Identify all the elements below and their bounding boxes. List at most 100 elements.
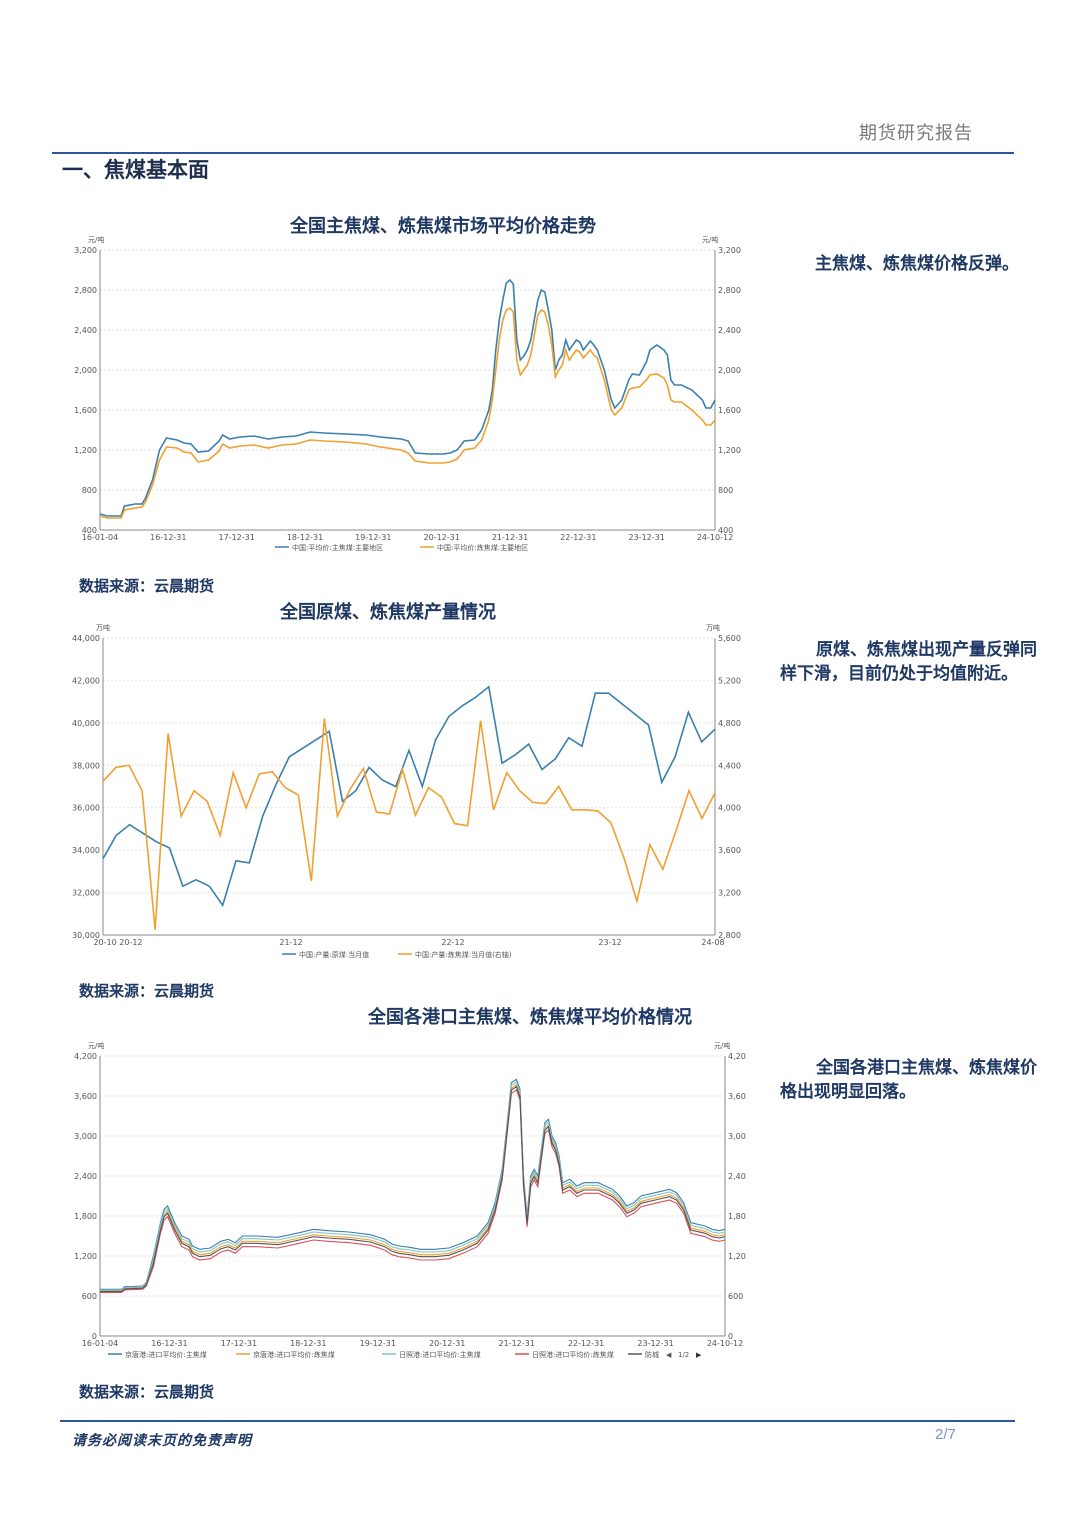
legend-label: 日照港:进口平均价:炼焦煤 [532, 1350, 614, 1359]
y-unit-left: 元/吨 [88, 235, 104, 244]
y-tick-right: 1,600 [718, 406, 741, 415]
y-tick-left: 1,800 [74, 1212, 97, 1221]
y-tick-right: 3,200 [718, 889, 741, 898]
legend-label: 中国:产量:炼焦煤:当月值(右轴) [415, 950, 512, 959]
y-tick-left: 40,000 [72, 719, 100, 728]
legend-next-arrow: ▶ [696, 1351, 702, 1359]
y-tick-right: 5,200 [718, 676, 741, 685]
chart1-title: 全国主焦煤、炼焦煤市场平均价格走势 [290, 216, 596, 237]
x-tick-label: 16-01-04 [82, 1339, 118, 1348]
y-tick-right: 3,200 [718, 246, 741, 255]
x-tick-label: 16-01-04 [82, 533, 118, 542]
y-unit-right: 万吨 [706, 623, 720, 632]
legend-page: 1/2 [678, 1351, 689, 1359]
x-tick-label: 20-10 20-12 [93, 938, 142, 947]
x-tick-label: 16-12-31 [151, 1339, 187, 1348]
series-line-4 [100, 1089, 726, 1294]
legend-label: 日照港:进口平均价:主焦煤 [399, 1350, 481, 1359]
x-tick-label: 24-10-12 [697, 533, 733, 542]
chart3-note: 全国各港口主焦煤、炼焦煤价格出现明显回落。 [780, 1058, 1037, 1102]
x-tick-label: 24-10-12 [707, 1339, 743, 1348]
x-tick-label: 22-12-31 [560, 533, 596, 542]
y-tick-right: 3,600 [718, 846, 741, 855]
chart2-note: 原煤、炼焦煤出现产量反弹同样下滑，目前仍处于均值附近。 [780, 640, 1037, 684]
legend-label: 中国:产量:原煤:当月值 [299, 950, 369, 959]
x-tick-label: 19-12-31 [360, 1339, 396, 1348]
y-tick-left: 2,400 [74, 1172, 97, 1181]
y-tick-left: 42,000 [72, 676, 100, 685]
y-tick-left: 1,200 [74, 1252, 97, 1261]
x-tick-label: 21-12 [279, 938, 302, 947]
y-tick-right: 1,200 [718, 446, 741, 455]
y-unit-right: 元/吨 [714, 1041, 730, 1050]
series-line-1 [99, 278, 716, 517]
y-unit-left: 元/吨 [88, 1041, 104, 1050]
x-tick-label: 17-12-31 [221, 1339, 257, 1348]
x-tick-label: 24-08 [701, 938, 724, 947]
x-tick-label: 17-12-31 [219, 533, 255, 542]
y-tick-left: 3,600 [74, 1092, 97, 1101]
x-tick-label: 22-12 [441, 938, 464, 947]
y-tick-right: 600 [728, 1292, 743, 1301]
y-tick-right: 800 [718, 486, 733, 495]
x-tick-label: 23-12 [598, 938, 621, 947]
section-title: 一、焦煤基本面 [62, 157, 209, 182]
x-tick-label: 18-12-31 [290, 1339, 326, 1348]
x-tick-label: 22-12-31 [568, 1339, 604, 1348]
y-tick-left: 38,000 [72, 761, 100, 770]
x-tick-label: 23-12-31 [637, 1339, 673, 1348]
y-tick-left: 3,200 [74, 246, 97, 255]
legend-label: 中国:平均价:主焦煤:主要地区 [292, 543, 383, 552]
y-tick-left: 1,600 [74, 406, 97, 415]
series-line-1 [100, 1078, 726, 1290]
series-line-2 [100, 1083, 726, 1292]
chart2-title: 全国原煤、炼焦煤产量情况 [280, 602, 496, 623]
chart3-title: 全国各港口主焦煤、炼焦煤平均价格情况 [368, 1007, 692, 1028]
legend-prev-arrow: ◀ [666, 1351, 672, 1359]
y-unit-left: 万吨 [96, 623, 110, 632]
series-line-3 [100, 1081, 726, 1291]
y-tick-right: 2,800 [718, 931, 741, 940]
y-tick-right: 4,800 [718, 719, 741, 728]
y-tick-left: 2,000 [74, 366, 97, 375]
y-tick-right: 4,400 [718, 761, 741, 770]
report-type-label: 期货研究报告 [859, 123, 973, 144]
chart1-price-trend: 元/吨 元/吨3,2002,8002,4002,0001,6001,2008004… [74, 235, 741, 552]
chart3-port-prices: 元/吨 元/吨4,2003,6003,0002,4001,8001,2006000… [74, 1041, 746, 1359]
footer-disclaimer: 请务必阅读末页的免责声明 [72, 1433, 252, 1449]
x-tick-label: 21-12-31 [499, 1339, 535, 1348]
y-unit-right: 元/吨 [702, 235, 718, 244]
chart1-source: 数据来源：云晨期货 [79, 577, 215, 595]
y-tick-right: 1,80 [728, 1212, 746, 1221]
chart1-note: 主焦煤、炼焦煤价格反弹。 [815, 254, 1019, 274]
x-tick-label: 20-12-31 [424, 533, 460, 542]
legend-label: 京唐港:进口平均价:主焦煤 [125, 1350, 207, 1359]
y-tick-left: 600 [82, 1292, 97, 1301]
y-tick-right: 4,000 [718, 804, 741, 813]
legend-label: 中国:平均价:炼焦煤:主要地区 [437, 543, 528, 552]
x-tick-label: 19-12-31 [355, 533, 391, 542]
y-tick-left: 800 [82, 486, 97, 495]
y-tick-left: 2,400 [74, 326, 97, 335]
y-tick-left: 30,000 [72, 931, 100, 940]
header-divider [52, 152, 1014, 154]
y-tick-right: 3,00 [728, 1132, 746, 1141]
y-tick-right: 400 [718, 526, 733, 535]
y-tick-right: 5,600 [718, 634, 741, 643]
y-tick-right: 0 [728, 1332, 733, 1341]
series-line-2 [102, 718, 716, 930]
page-number: 2/7 [935, 1426, 956, 1443]
y-tick-left: 32,000 [72, 889, 100, 898]
y-tick-right: 2,400 [718, 326, 741, 335]
y-tick-right: 2,40 [728, 1172, 746, 1181]
x-tick-label: 20-12-31 [429, 1339, 465, 1348]
chart2-production: 万吨 万吨 44,000 42,000 40,000 38,000 36,000 34,000… [72, 623, 741, 959]
y-tick-left: 400 [82, 526, 97, 535]
x-tick-label: 23-12-31 [629, 533, 665, 542]
y-tick-right: 1,20 [728, 1252, 746, 1261]
y-tick-left: 36,000 [72, 804, 100, 813]
x-tick-label: 16-12-31 [150, 533, 186, 542]
y-tick-right: 2,000 [718, 366, 741, 375]
x-tick-label: 21-12-31 [492, 533, 528, 542]
series-line-2 [99, 306, 716, 519]
